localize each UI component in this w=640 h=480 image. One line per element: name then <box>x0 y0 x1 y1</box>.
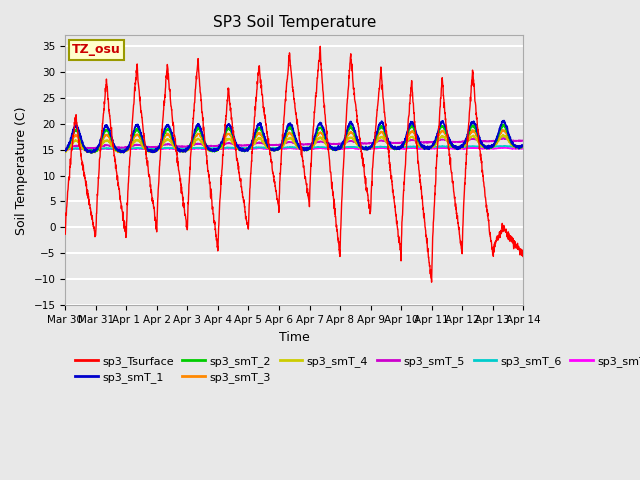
sp3_Tsurface <box>316 43 324 49</box>
sp3_smT_1 <box>492 139 499 144</box>
Line: sp3_smT_7: sp3_smT_7 <box>65 147 524 150</box>
Text: TZ_osu: TZ_osu <box>72 43 121 57</box>
sp3_smT_4 <box>61 149 69 155</box>
sp3_smT_2 <box>307 144 315 150</box>
sp3_smT_6 <box>317 144 324 150</box>
sp3_smT_7 <box>307 146 315 152</box>
sp3_smT_6 <box>520 144 527 149</box>
X-axis label: Time: Time <box>279 331 310 344</box>
sp3_smT_3 <box>499 127 506 132</box>
sp3_Tsurface <box>428 279 435 285</box>
sp3_smT_1 <box>500 118 508 123</box>
sp3_smT_1 <box>61 148 69 154</box>
sp3_smT_3 <box>520 143 527 148</box>
sp3_smT_4 <box>189 142 197 148</box>
sp3_smT_1 <box>479 142 487 148</box>
sp3_smT_2 <box>500 121 508 127</box>
Title: SP3 Soil Temperature: SP3 Soil Temperature <box>212 15 376 30</box>
sp3_smT_5 <box>61 146 69 152</box>
sp3_smT_3 <box>492 140 499 145</box>
sp3_smT_3 <box>427 144 435 150</box>
Line: sp3_smT_3: sp3_smT_3 <box>65 130 524 153</box>
sp3_smT_4 <box>427 144 435 150</box>
sp3_Tsurface <box>492 238 500 244</box>
sp3_Tsurface <box>189 120 197 126</box>
sp3_Tsurface <box>61 231 69 237</box>
sp3_smT_1 <box>189 132 197 138</box>
sp3_smT_7 <box>83 147 91 153</box>
sp3_smT_4 <box>307 145 315 151</box>
sp3_smT_6 <box>502 143 509 149</box>
sp3_Tsurface <box>427 274 435 279</box>
Legend: sp3_Tsurface, sp3_smT_1, sp3_smT_2, sp3_smT_3, sp3_smT_4, sp3_smT_5, sp3_smT_6, : sp3_Tsurface, sp3_smT_1, sp3_smT_2, sp3_… <box>71 351 640 388</box>
sp3_smT_5 <box>307 141 314 147</box>
sp3_smT_6 <box>307 145 314 151</box>
sp3_smT_4 <box>479 144 487 149</box>
sp3_smT_2 <box>492 139 499 145</box>
sp3_Tsurface <box>479 172 487 178</box>
sp3_smT_7 <box>317 145 324 151</box>
sp3_smT_3 <box>61 148 69 154</box>
sp3_smT_7 <box>427 146 435 152</box>
sp3_smT_1 <box>317 121 324 127</box>
sp3_smT_4 <box>492 142 499 147</box>
sp3_smT_2 <box>479 143 487 148</box>
sp3_smT_2 <box>317 125 324 131</box>
sp3_Tsurface <box>317 62 324 68</box>
Line: sp3_smT_1: sp3_smT_1 <box>65 120 524 153</box>
sp3_smT_6 <box>61 146 69 152</box>
sp3_smT_7 <box>520 145 527 151</box>
sp3_smT_4 <box>520 144 527 149</box>
sp3_smT_3 <box>479 143 487 149</box>
sp3_smT_5 <box>317 139 324 144</box>
sp3_smT_6 <box>492 144 499 149</box>
sp3_smT_2 <box>88 150 96 156</box>
sp3_smT_1 <box>520 143 527 148</box>
sp3_smT_3 <box>307 145 315 151</box>
sp3_smT_7 <box>469 144 477 150</box>
sp3_smT_2 <box>520 142 527 148</box>
sp3_smT_5 <box>479 138 486 144</box>
Y-axis label: Soil Temperature (C): Soil Temperature (C) <box>15 106 28 235</box>
sp3_smT_2 <box>427 145 435 151</box>
sp3_smT_3 <box>317 130 324 135</box>
sp3_smT_4 <box>317 135 324 141</box>
Line: sp3_smT_2: sp3_smT_2 <box>65 124 524 153</box>
sp3_smT_3 <box>189 138 197 144</box>
sp3_smT_7 <box>189 146 197 152</box>
sp3_smT_5 <box>427 139 435 145</box>
sp3_smT_4 <box>87 150 95 156</box>
Line: sp3_smT_4: sp3_smT_4 <box>65 135 524 153</box>
sp3_smT_7 <box>492 146 500 152</box>
sp3_smT_5 <box>189 142 197 148</box>
sp3_smT_7 <box>479 145 487 151</box>
sp3_smT_1 <box>307 143 315 149</box>
sp3_Tsurface <box>307 168 314 173</box>
sp3_smT_5 <box>500 135 508 141</box>
sp3_smT_6 <box>479 144 486 149</box>
sp3_smT_4 <box>499 132 507 138</box>
sp3_smT_6 <box>427 144 435 150</box>
sp3_smT_1 <box>87 150 95 156</box>
sp3_smT_5 <box>520 138 527 144</box>
sp3_smT_6 <box>189 145 197 151</box>
sp3_smT_5 <box>492 138 499 144</box>
Line: sp3_smT_5: sp3_smT_5 <box>65 138 524 149</box>
sp3_Tsurface <box>520 253 527 259</box>
Line: sp3_smT_6: sp3_smT_6 <box>65 146 524 149</box>
Line: sp3_Tsurface: sp3_Tsurface <box>65 46 524 282</box>
sp3_smT_2 <box>189 135 197 141</box>
sp3_smT_7 <box>61 147 69 153</box>
sp3_smT_3 <box>88 150 95 156</box>
sp3_smT_1 <box>427 144 435 150</box>
sp3_smT_2 <box>61 147 69 153</box>
